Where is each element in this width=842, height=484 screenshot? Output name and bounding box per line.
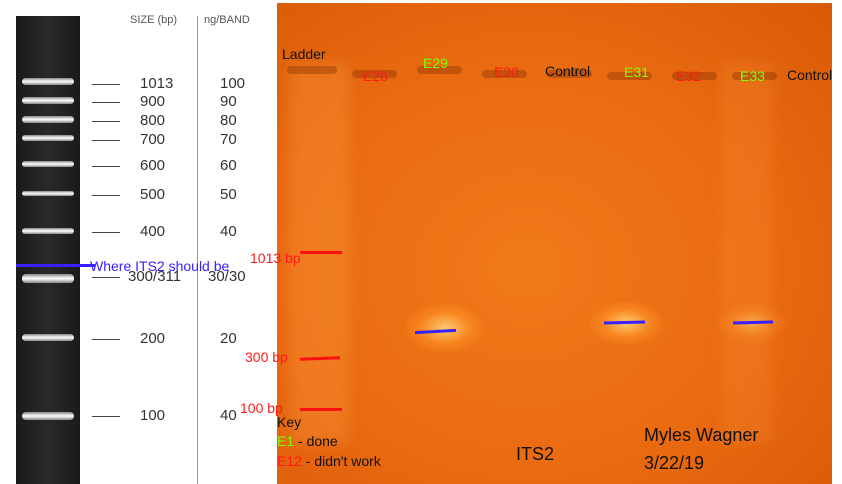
band-size-label: 400 bbox=[140, 223, 166, 240]
ng-column-header: ng/BAND bbox=[204, 14, 250, 26]
band-ng-label: 50 bbox=[220, 186, 237, 203]
date-label: 3/22/19 bbox=[644, 453, 705, 473]
key-done-text: - done bbox=[294, 433, 338, 449]
dna-band-e29 bbox=[405, 303, 485, 353]
ladder-band bbox=[22, 78, 74, 85]
key-done: E1 - done bbox=[277, 433, 338, 449]
band-tick bbox=[92, 84, 120, 85]
ladder-band bbox=[22, 334, 74, 341]
band-ng-label: 100 bbox=[220, 75, 246, 92]
band-tick bbox=[92, 277, 120, 278]
band-tick bbox=[92, 232, 120, 233]
band-size-label: 300/311 bbox=[128, 268, 182, 285]
author-label: Myles Wagner bbox=[644, 425, 759, 445]
ladder-band bbox=[22, 116, 74, 123]
band-size-label: 1013 bbox=[140, 75, 174, 92]
gel-well bbox=[417, 66, 462, 74]
band-ng-label: 60 bbox=[220, 157, 237, 174]
lane-label-e28: E28 bbox=[363, 68, 388, 84]
gel-well bbox=[672, 72, 717, 80]
band-size-label: 700 bbox=[140, 131, 166, 148]
band-tick bbox=[92, 339, 120, 340]
ladder-band bbox=[22, 191, 74, 196]
its2-annotation: Where ITS2 should be bbox=[90, 258, 230, 274]
lane-label-e30: E30 bbox=[494, 64, 519, 80]
lane-label-e29: E29 bbox=[423, 55, 448, 71]
lane-label-control: Control bbox=[545, 63, 591, 79]
lane-label-e31: E31 bbox=[624, 64, 649, 80]
band-size-label: 900 bbox=[140, 93, 166, 110]
key-fail-code: E12 bbox=[277, 453, 302, 469]
band-ng-label: 30/30 bbox=[208, 268, 246, 285]
gel-image: Ladder E28 E29 E30 Control E31 E32 E33 C… bbox=[277, 3, 832, 484]
its2-pointer-line bbox=[16, 264, 95, 267]
band-ng-label: 70 bbox=[220, 131, 237, 148]
gene-label: ITS2 bbox=[516, 444, 555, 464]
marker-line-1013 bbox=[300, 251, 342, 254]
ladder-band bbox=[22, 274, 74, 283]
key-title: Key bbox=[277, 414, 302, 430]
band-ng-label: 40 bbox=[220, 407, 237, 424]
key-fail-text: - didn't work bbox=[301, 453, 381, 469]
ladder-lane-image bbox=[16, 16, 80, 484]
band-tick bbox=[92, 102, 120, 103]
gel-well bbox=[732, 72, 777, 80]
lane-label-ladder: Ladder bbox=[282, 46, 326, 62]
band-tick bbox=[92, 121, 120, 122]
band-size-label: 800 bbox=[140, 112, 166, 129]
band-ng-label: 40 bbox=[220, 223, 237, 240]
marker-label-300: 300 bp bbox=[245, 349, 288, 365]
band-tick bbox=[92, 416, 120, 417]
lane-smear bbox=[722, 63, 772, 443]
lane-label-e33: E33 bbox=[740, 68, 765, 84]
band-ng-label: 20 bbox=[220, 330, 237, 347]
band-tick bbox=[92, 140, 120, 141]
band-ng-label: 90 bbox=[220, 93, 237, 110]
gel-well bbox=[352, 70, 397, 78]
key-fail: E12 - didn't work bbox=[277, 453, 381, 469]
marker-label-1013: 1013 bp bbox=[250, 250, 301, 266]
column-divider bbox=[197, 16, 198, 484]
marker-label-100: 100 bp bbox=[240, 400, 283, 416]
marker-line-100 bbox=[300, 408, 342, 411]
gel-well bbox=[607, 72, 652, 80]
lane-label-e32: E32 bbox=[676, 68, 701, 84]
ladder-band bbox=[22, 97, 74, 104]
size-column-header: SIZE (bp) bbox=[130, 14, 178, 26]
band-tick bbox=[92, 166, 120, 167]
band-size-label: 100 bbox=[140, 407, 166, 424]
band-size-label: 500 bbox=[140, 186, 166, 203]
gel-well bbox=[547, 70, 592, 78]
ladder-band bbox=[22, 228, 74, 234]
band-size-label: 200 bbox=[140, 330, 166, 347]
key-done-code: E1 bbox=[277, 433, 295, 449]
band-ng-label: 80 bbox=[220, 112, 237, 129]
gel-well bbox=[287, 66, 337, 74]
gel-well bbox=[482, 70, 527, 78]
ladder-band bbox=[22, 135, 74, 141]
ladder-reference-panel: SIZE (bp) ng/BAND 1013 900 800 700 600 5… bbox=[0, 0, 277, 484]
lane-label-control: Control bbox=[787, 67, 833, 83]
ladder-band bbox=[22, 161, 74, 167]
band-tick bbox=[92, 195, 120, 196]
ladder-band bbox=[22, 412, 74, 420]
band-size-label: 600 bbox=[140, 157, 166, 174]
